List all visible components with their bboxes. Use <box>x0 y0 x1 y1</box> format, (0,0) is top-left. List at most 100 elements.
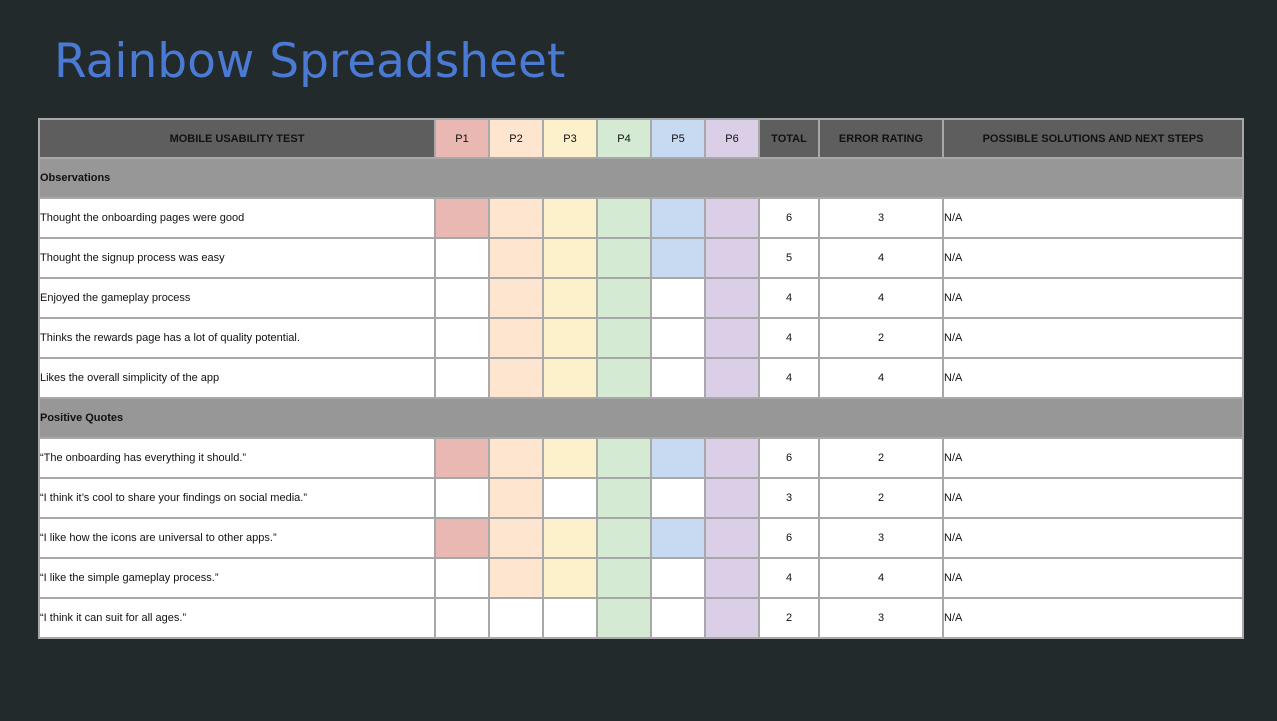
solution-cell[interactable]: N/A <box>942 597 1244 639</box>
participant-p4-cell[interactable] <box>596 557 652 599</box>
participant-p4-cell[interactable] <box>596 277 652 319</box>
participant-p2-cell[interactable] <box>488 477 544 519</box>
participant-p5-cell[interactable] <box>650 597 706 639</box>
total-cell[interactable]: 4 <box>758 357 820 399</box>
row-label-cell[interactable]: Likes the overall simplicity of the app <box>38 357 436 399</box>
error-rating-cell[interactable]: 2 <box>818 477 944 519</box>
total-cell[interactable]: 6 <box>758 437 820 479</box>
participant-p2-cell[interactable] <box>488 437 544 479</box>
participant-p2-cell[interactable] <box>488 357 544 399</box>
error-rating-cell[interactable]: 2 <box>818 317 944 359</box>
row-label-cell[interactable]: “I think it’s cool to share your finding… <box>38 477 436 519</box>
participant-p3-cell[interactable] <box>542 437 598 479</box>
row-label-cell[interactable]: “I think it can suit for all ages.” <box>38 597 436 639</box>
participant-p1-cell[interactable] <box>434 317 490 359</box>
participant-p4-cell[interactable] <box>596 437 652 479</box>
participant-p6-cell[interactable] <box>704 597 760 639</box>
participant-p5-cell[interactable] <box>650 237 706 279</box>
solution-cell[interactable]: N/A <box>942 237 1244 279</box>
header-p5[interactable]: P5 <box>650 118 706 159</box>
participant-p6-cell[interactable] <box>704 357 760 399</box>
participant-p4-cell[interactable] <box>596 237 652 279</box>
participant-p3-cell[interactable] <box>542 477 598 519</box>
header-test[interactable]: MOBILE USABILITY TEST <box>38 118 436 159</box>
header-p6[interactable]: P6 <box>704 118 760 159</box>
participant-p1-cell[interactable] <box>434 357 490 399</box>
participant-p3-cell[interactable] <box>542 317 598 359</box>
participant-p5-cell[interactable] <box>650 197 706 239</box>
participant-p2-cell[interactable] <box>488 237 544 279</box>
total-cell[interactable]: 4 <box>758 317 820 359</box>
error-rating-cell[interactable]: 3 <box>818 197 944 239</box>
header-error-rating[interactable]: ERROR RATING <box>818 118 944 159</box>
participant-p4-cell[interactable] <box>596 357 652 399</box>
row-label-cell[interactable]: “I like how the icons are universal to o… <box>38 517 436 559</box>
participant-p3-cell[interactable] <box>542 517 598 559</box>
participant-p6-cell[interactable] <box>704 237 760 279</box>
header-p2[interactable]: P2 <box>488 118 544 159</box>
participant-p4-cell[interactable] <box>596 197 652 239</box>
solution-cell[interactable]: N/A <box>942 517 1244 559</box>
participant-p4-cell[interactable] <box>596 517 652 559</box>
participant-p2-cell[interactable] <box>488 557 544 599</box>
error-rating-cell[interactable]: 3 <box>818 517 944 559</box>
solution-cell[interactable]: N/A <box>942 317 1244 359</box>
participant-p1-cell[interactable] <box>434 517 490 559</box>
total-cell[interactable]: 6 <box>758 197 820 239</box>
row-label-cell[interactable]: Enjoyed the gameplay process <box>38 277 436 319</box>
participant-p1-cell[interactable] <box>434 557 490 599</box>
participant-p4-cell[interactable] <box>596 317 652 359</box>
header-p3[interactable]: P3 <box>542 118 598 159</box>
participant-p4-cell[interactable] <box>596 597 652 639</box>
participant-p3-cell[interactable] <box>542 197 598 239</box>
participant-p5-cell[interactable] <box>650 277 706 319</box>
solution-cell[interactable]: N/A <box>942 197 1244 239</box>
solution-cell[interactable]: N/A <box>942 437 1244 479</box>
row-label-cell[interactable]: “The onboarding has everything it should… <box>38 437 436 479</box>
participant-p5-cell[interactable] <box>650 557 706 599</box>
total-cell[interactable]: 3 <box>758 477 820 519</box>
total-cell[interactable]: 5 <box>758 237 820 279</box>
total-cell[interactable]: 4 <box>758 557 820 599</box>
error-rating-cell[interactable]: 4 <box>818 557 944 599</box>
participant-p1-cell[interactable] <box>434 197 490 239</box>
header-p4[interactable]: P4 <box>596 118 652 159</box>
participant-p5-cell[interactable] <box>650 317 706 359</box>
participant-p1-cell[interactable] <box>434 237 490 279</box>
row-label-cell[interactable]: “I like the simple gameplay process.” <box>38 557 436 599</box>
participant-p3-cell[interactable] <box>542 557 598 599</box>
participant-p6-cell[interactable] <box>704 317 760 359</box>
section-title[interactable]: Positive Quotes <box>38 397 1244 439</box>
error-rating-cell[interactable]: 4 <box>818 357 944 399</box>
total-cell[interactable]: 2 <box>758 597 820 639</box>
participant-p2-cell[interactable] <box>488 517 544 559</box>
participant-p5-cell[interactable] <box>650 357 706 399</box>
error-rating-cell[interactable]: 2 <box>818 437 944 479</box>
header-p1[interactable]: P1 <box>434 118 490 159</box>
solution-cell[interactable]: N/A <box>942 277 1244 319</box>
participant-p2-cell[interactable] <box>488 597 544 639</box>
header-solutions[interactable]: POSSIBLE SOLUTIONS AND NEXT STEPS <box>942 118 1244 159</box>
participant-p6-cell[interactable] <box>704 197 760 239</box>
row-label-cell[interactable]: Thought the signup process was easy <box>38 237 436 279</box>
row-label-cell[interactable]: Thought the onboarding pages were good <box>38 197 436 239</box>
participant-p3-cell[interactable] <box>542 237 598 279</box>
error-rating-cell[interactable]: 4 <box>818 237 944 279</box>
participant-p1-cell[interactable] <box>434 437 490 479</box>
participant-p3-cell[interactable] <box>542 357 598 399</box>
participant-p3-cell[interactable] <box>542 277 598 319</box>
total-cell[interactable]: 6 <box>758 517 820 559</box>
participant-p2-cell[interactable] <box>488 197 544 239</box>
error-rating-cell[interactable]: 4 <box>818 277 944 319</box>
participant-p3-cell[interactable] <box>542 597 598 639</box>
participant-p5-cell[interactable] <box>650 517 706 559</box>
participant-p6-cell[interactable] <box>704 477 760 519</box>
header-total[interactable]: TOTAL <box>758 118 820 159</box>
participant-p1-cell[interactable] <box>434 277 490 319</box>
participant-p4-cell[interactable] <box>596 477 652 519</box>
participant-p2-cell[interactable] <box>488 317 544 359</box>
solution-cell[interactable]: N/A <box>942 477 1244 519</box>
solution-cell[interactable]: N/A <box>942 557 1244 599</box>
participant-p5-cell[interactable] <box>650 437 706 479</box>
participant-p6-cell[interactable] <box>704 437 760 479</box>
